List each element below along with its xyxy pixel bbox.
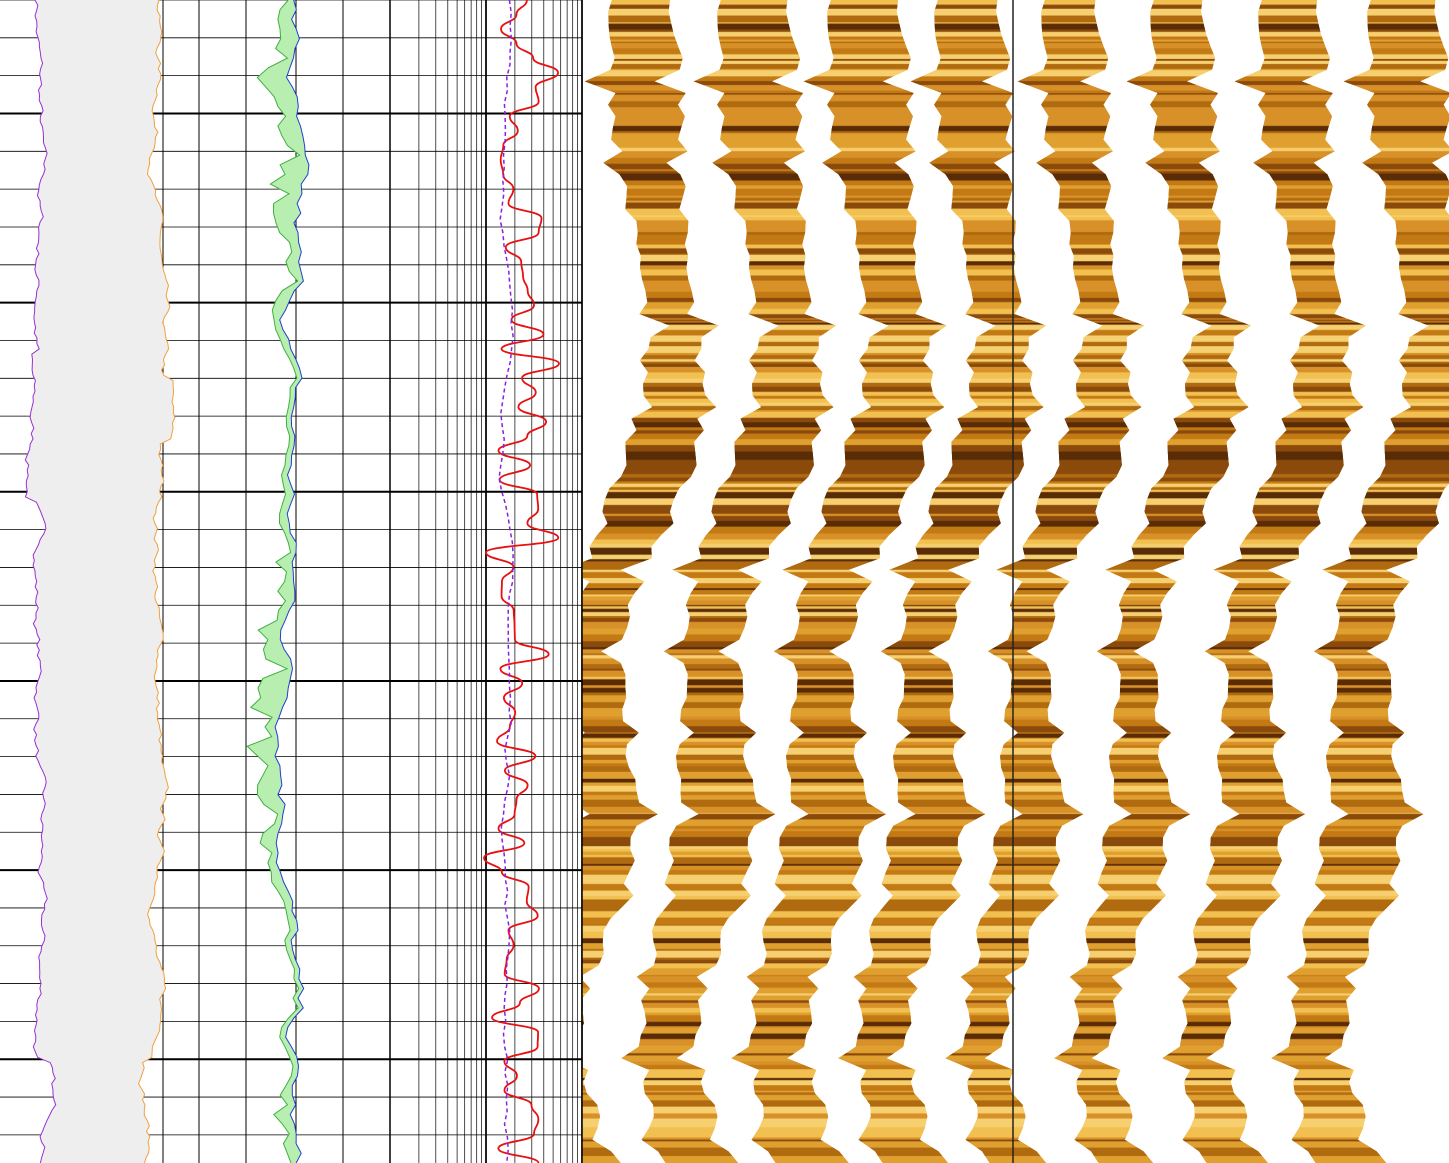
image-strip [731, 0, 947, 1163]
image-strip [838, 0, 1047, 1163]
image-strip [1162, 0, 1366, 1163]
image-strip [621, 0, 837, 1163]
caliper-fill [25, 0, 175, 1163]
borehole-image [582, 0, 1449, 1163]
gr-curve-2 [274, 0, 310, 1163]
curves [24, 0, 560, 1163]
image-strip [945, 0, 1145, 1163]
gr-fill [247, 0, 309, 1163]
resistivity-deep [483, 0, 560, 1163]
image-strip [1054, 0, 1252, 1163]
image-strip [582, 0, 719, 1163]
caliper-right [137, 0, 176, 1163]
caliper-left [24, 0, 57, 1163]
image-strip [1271, 0, 1449, 1163]
gr-curve [246, 0, 301, 1163]
